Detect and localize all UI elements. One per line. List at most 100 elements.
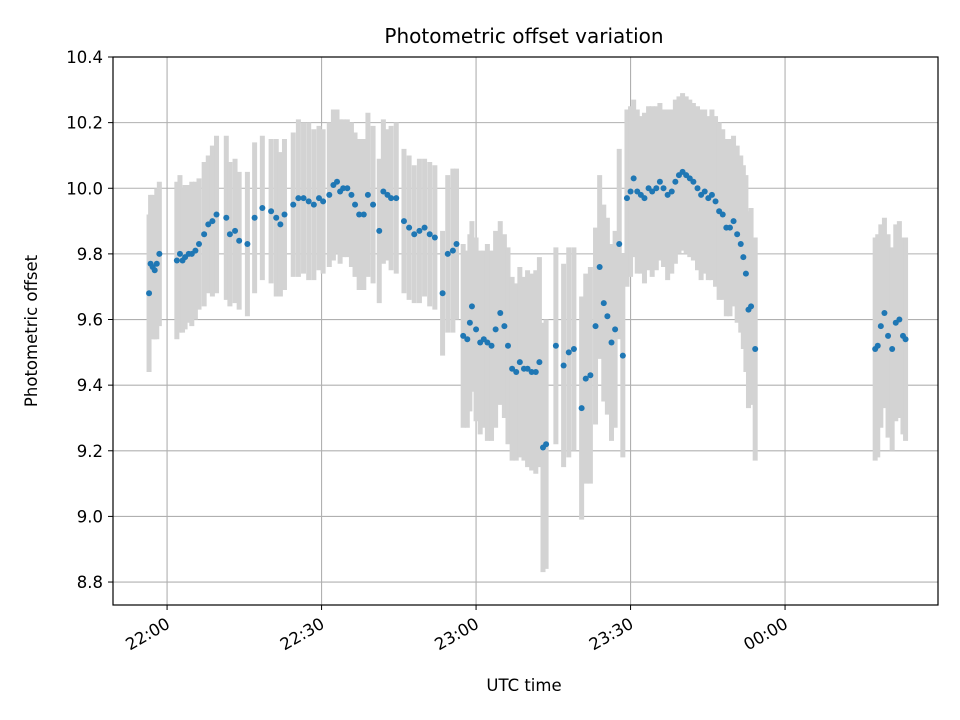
data-point <box>449 247 456 254</box>
y-tick-label: 9.4 <box>77 376 103 395</box>
data-point <box>364 191 371 198</box>
data-point <box>701 188 708 195</box>
data-point <box>464 336 471 343</box>
data-point <box>315 195 322 202</box>
data-point <box>664 191 671 198</box>
data-point <box>380 188 387 195</box>
data-point <box>156 250 163 257</box>
data-point <box>360 211 367 218</box>
data-point <box>370 201 377 208</box>
data-point <box>344 185 351 192</box>
y-tick-label: 10.0 <box>66 179 103 198</box>
data-point <box>205 221 212 228</box>
data-point <box>176 250 183 257</box>
data-point <box>151 267 158 274</box>
data-point <box>444 250 451 257</box>
data-point <box>513 369 520 376</box>
data-point <box>690 178 697 185</box>
data-point <box>376 227 383 234</box>
data-point <box>528 369 535 376</box>
data-point <box>244 241 251 248</box>
y-tick-label: 9.8 <box>77 245 103 264</box>
data-point <box>352 201 359 208</box>
data-point <box>406 224 413 231</box>
data-point <box>719 211 726 218</box>
data-point <box>552 342 559 349</box>
data-point <box>492 326 499 333</box>
data-point <box>734 231 741 238</box>
data-point <box>737 241 744 248</box>
data-point <box>752 346 759 353</box>
data-point <box>565 349 572 356</box>
data-point <box>570 346 577 353</box>
data-point <box>453 241 460 248</box>
data-point <box>623 195 630 202</box>
data-point <box>393 195 400 202</box>
data-point <box>411 231 418 238</box>
data-point <box>223 214 230 221</box>
data-point <box>627 188 634 195</box>
data-point <box>226 231 233 238</box>
y-tick-label: 10.4 <box>66 48 103 67</box>
x-tick-label: 00:00 <box>740 614 791 654</box>
data-point <box>516 359 523 366</box>
data-point <box>604 313 611 320</box>
plot-frame <box>112 56 939 606</box>
y-tick-label: 9.6 <box>77 311 103 330</box>
data-point <box>874 342 881 349</box>
data-point <box>209 218 216 225</box>
data-point <box>902 336 909 343</box>
data-point <box>596 264 603 271</box>
data-point <box>146 290 153 297</box>
data-point <box>232 227 239 234</box>
data-point <box>356 211 363 218</box>
x-axis-ticks: 22:00 22:30 23:00 23:30 00:00 <box>122 605 791 654</box>
data-point <box>310 201 317 208</box>
data-point <box>334 178 341 185</box>
data-point <box>497 309 504 316</box>
data-point <box>305 198 312 205</box>
data-point <box>340 185 347 192</box>
data-point <box>509 365 516 372</box>
data-points <box>146 168 909 451</box>
data-point <box>616 241 623 248</box>
data-point <box>460 332 467 339</box>
data-point <box>273 214 280 221</box>
data-point <box>694 185 701 192</box>
data-point <box>421 224 428 231</box>
data-point <box>236 237 243 244</box>
x-tick-label: 22:00 <box>122 614 173 654</box>
data-point <box>656 178 663 185</box>
data-point <box>290 201 297 208</box>
data-point <box>653 185 660 192</box>
y-axis-ticks: 8.8 9.0 9.2 9.4 9.6 9.8 10.0 10.2 10.4 <box>66 48 113 592</box>
data-point <box>536 359 543 366</box>
data-point <box>532 369 539 376</box>
y-tick-label: 9.2 <box>77 442 103 461</box>
data-point <box>592 323 599 330</box>
data-point <box>630 175 637 182</box>
y-tick-label: 8.8 <box>77 573 103 592</box>
data-point <box>740 254 747 261</box>
data-point <box>742 270 749 277</box>
data-point <box>641 195 648 202</box>
error-bars <box>146 93 909 573</box>
chart-title: Photometric offset variation <box>384 24 663 48</box>
data-point <box>196 241 203 248</box>
data-point <box>473 326 480 333</box>
y-tick-label: 10.2 <box>66 114 103 133</box>
data-point <box>259 204 266 211</box>
data-point <box>649 188 656 195</box>
data-point <box>619 352 626 359</box>
data-point <box>730 218 737 225</box>
data-point <box>726 224 733 231</box>
data-point <box>400 218 407 225</box>
data-point <box>320 198 327 205</box>
data-point <box>877 323 884 330</box>
data-point <box>582 375 589 382</box>
data-point <box>416 227 423 234</box>
data-point <box>587 372 594 379</box>
x-axis-label: UTC time <box>486 676 561 695</box>
data-point <box>326 191 333 198</box>
data-point <box>153 260 160 267</box>
